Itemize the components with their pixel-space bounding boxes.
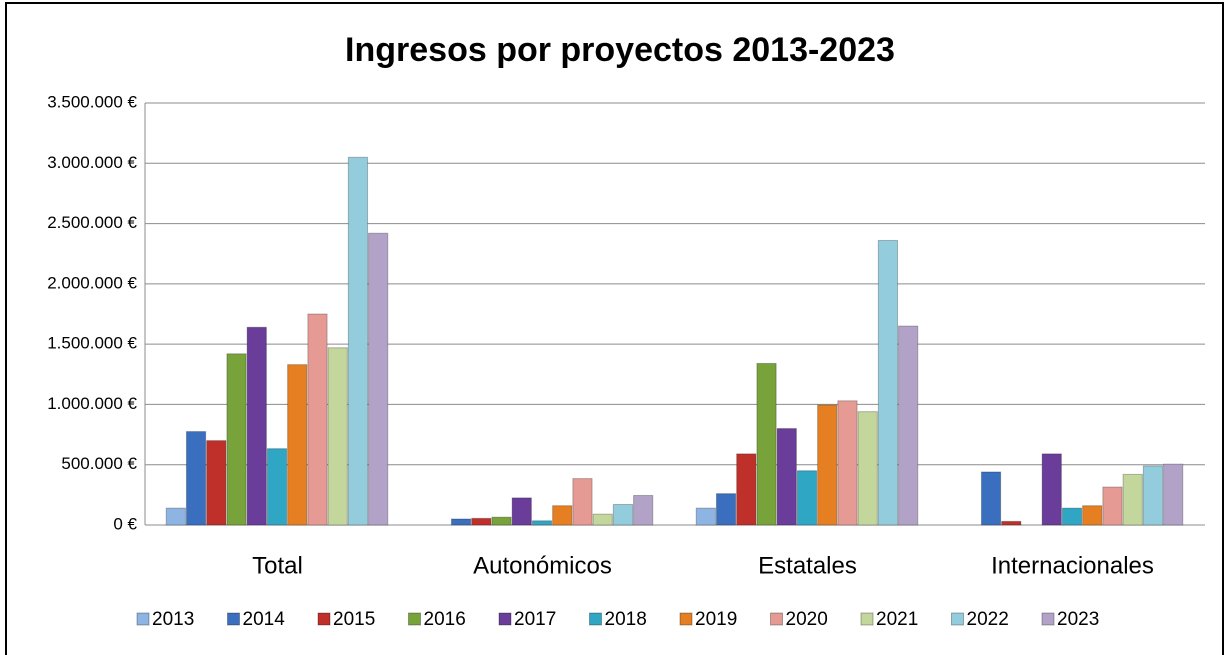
legend-label: 2023 — [1057, 609, 1099, 630]
bar — [1122, 473, 1143, 526]
y-tick-label: 1.500.000 € — [47, 334, 137, 353]
legend-swatch — [860, 612, 874, 626]
bar — [226, 353, 247, 526]
bar — [776, 428, 797, 526]
bar — [1041, 453, 1062, 526]
bar — [633, 494, 654, 526]
legend-swatch — [136, 612, 150, 626]
bar — [695, 507, 716, 526]
y-tick-label: 2.000.000 € — [47, 273, 137, 292]
y-tick-label: 1.000.000 € — [47, 394, 137, 413]
chart-title: Ingresos por proyectos 2013-2023 — [345, 31, 895, 69]
legend-swatch — [951, 612, 964, 626]
bar — [592, 513, 613, 526]
legend-label: 2014 — [243, 609, 286, 630]
y-tick-label: 2.500.000 € — [47, 213, 137, 232]
bar — [857, 411, 878, 526]
legend-swatch — [498, 612, 512, 626]
bar — [817, 404, 838, 526]
y-tick-label: 0 € — [113, 514, 137, 533]
bar — [450, 518, 472, 526]
legend-swatch — [317, 612, 331, 626]
legend-label: 2015 — [333, 609, 375, 630]
bar — [1082, 505, 1103, 526]
bar — [1102, 486, 1123, 526]
bar — [572, 478, 593, 526]
bar — [246, 326, 267, 526]
bar — [287, 364, 308, 526]
legend-label: 2017 — [514, 609, 556, 630]
legend-swatch — [227, 612, 240, 626]
chart-border — [5, 2, 1224, 655]
bar — [471, 517, 492, 526]
y-tick-label: 3.500.000 € — [47, 92, 137, 111]
legend-label: 2022 — [967, 609, 1009, 630]
bar — [491, 516, 512, 526]
bar — [347, 156, 369, 526]
bar — [796, 470, 818, 526]
bar — [877, 239, 899, 526]
legend-label: 2013 — [152, 609, 194, 630]
bar — [1163, 463, 1184, 526]
legend-swatch — [679, 612, 693, 626]
bar — [1061, 507, 1083, 526]
bar — [756, 362, 777, 526]
bar — [327, 347, 348, 526]
x-tick-label: Internacionales — [991, 552, 1154, 579]
bar — [1142, 465, 1164, 526]
y-tick-label: 3.000.000 € — [47, 153, 137, 172]
bar — [1001, 520, 1022, 526]
legend-label: 2018 — [605, 609, 647, 630]
bar — [165, 507, 186, 526]
bar — [715, 493, 737, 526]
bar — [736, 453, 757, 526]
bar — [185, 431, 207, 526]
x-tick-label: Autonómicos — [473, 552, 612, 579]
bar — [368, 232, 389, 526]
bar — [612, 504, 634, 526]
y-tick-label: 500.000 € — [61, 454, 137, 473]
bar — [552, 505, 573, 526]
x-tick-label: Total — [252, 552, 303, 579]
bar — [531, 520, 553, 526]
legend-label: 2021 — [876, 609, 918, 630]
bar — [511, 497, 532, 526]
legend-swatch — [1041, 612, 1055, 626]
x-tick-label: Estatales — [758, 552, 857, 579]
bar — [898, 325, 919, 526]
legend-label: 2020 — [786, 609, 828, 630]
legend-label: 2016 — [424, 609, 466, 630]
bar — [307, 313, 328, 526]
legend-label: 2019 — [695, 609, 737, 630]
bar — [266, 448, 288, 526]
legend-swatch — [589, 612, 602, 626]
bar — [980, 471, 1002, 526]
legend-swatch — [408, 612, 421, 626]
bar — [837, 400, 858, 526]
legend-swatch — [770, 612, 783, 626]
bar — [206, 440, 227, 526]
